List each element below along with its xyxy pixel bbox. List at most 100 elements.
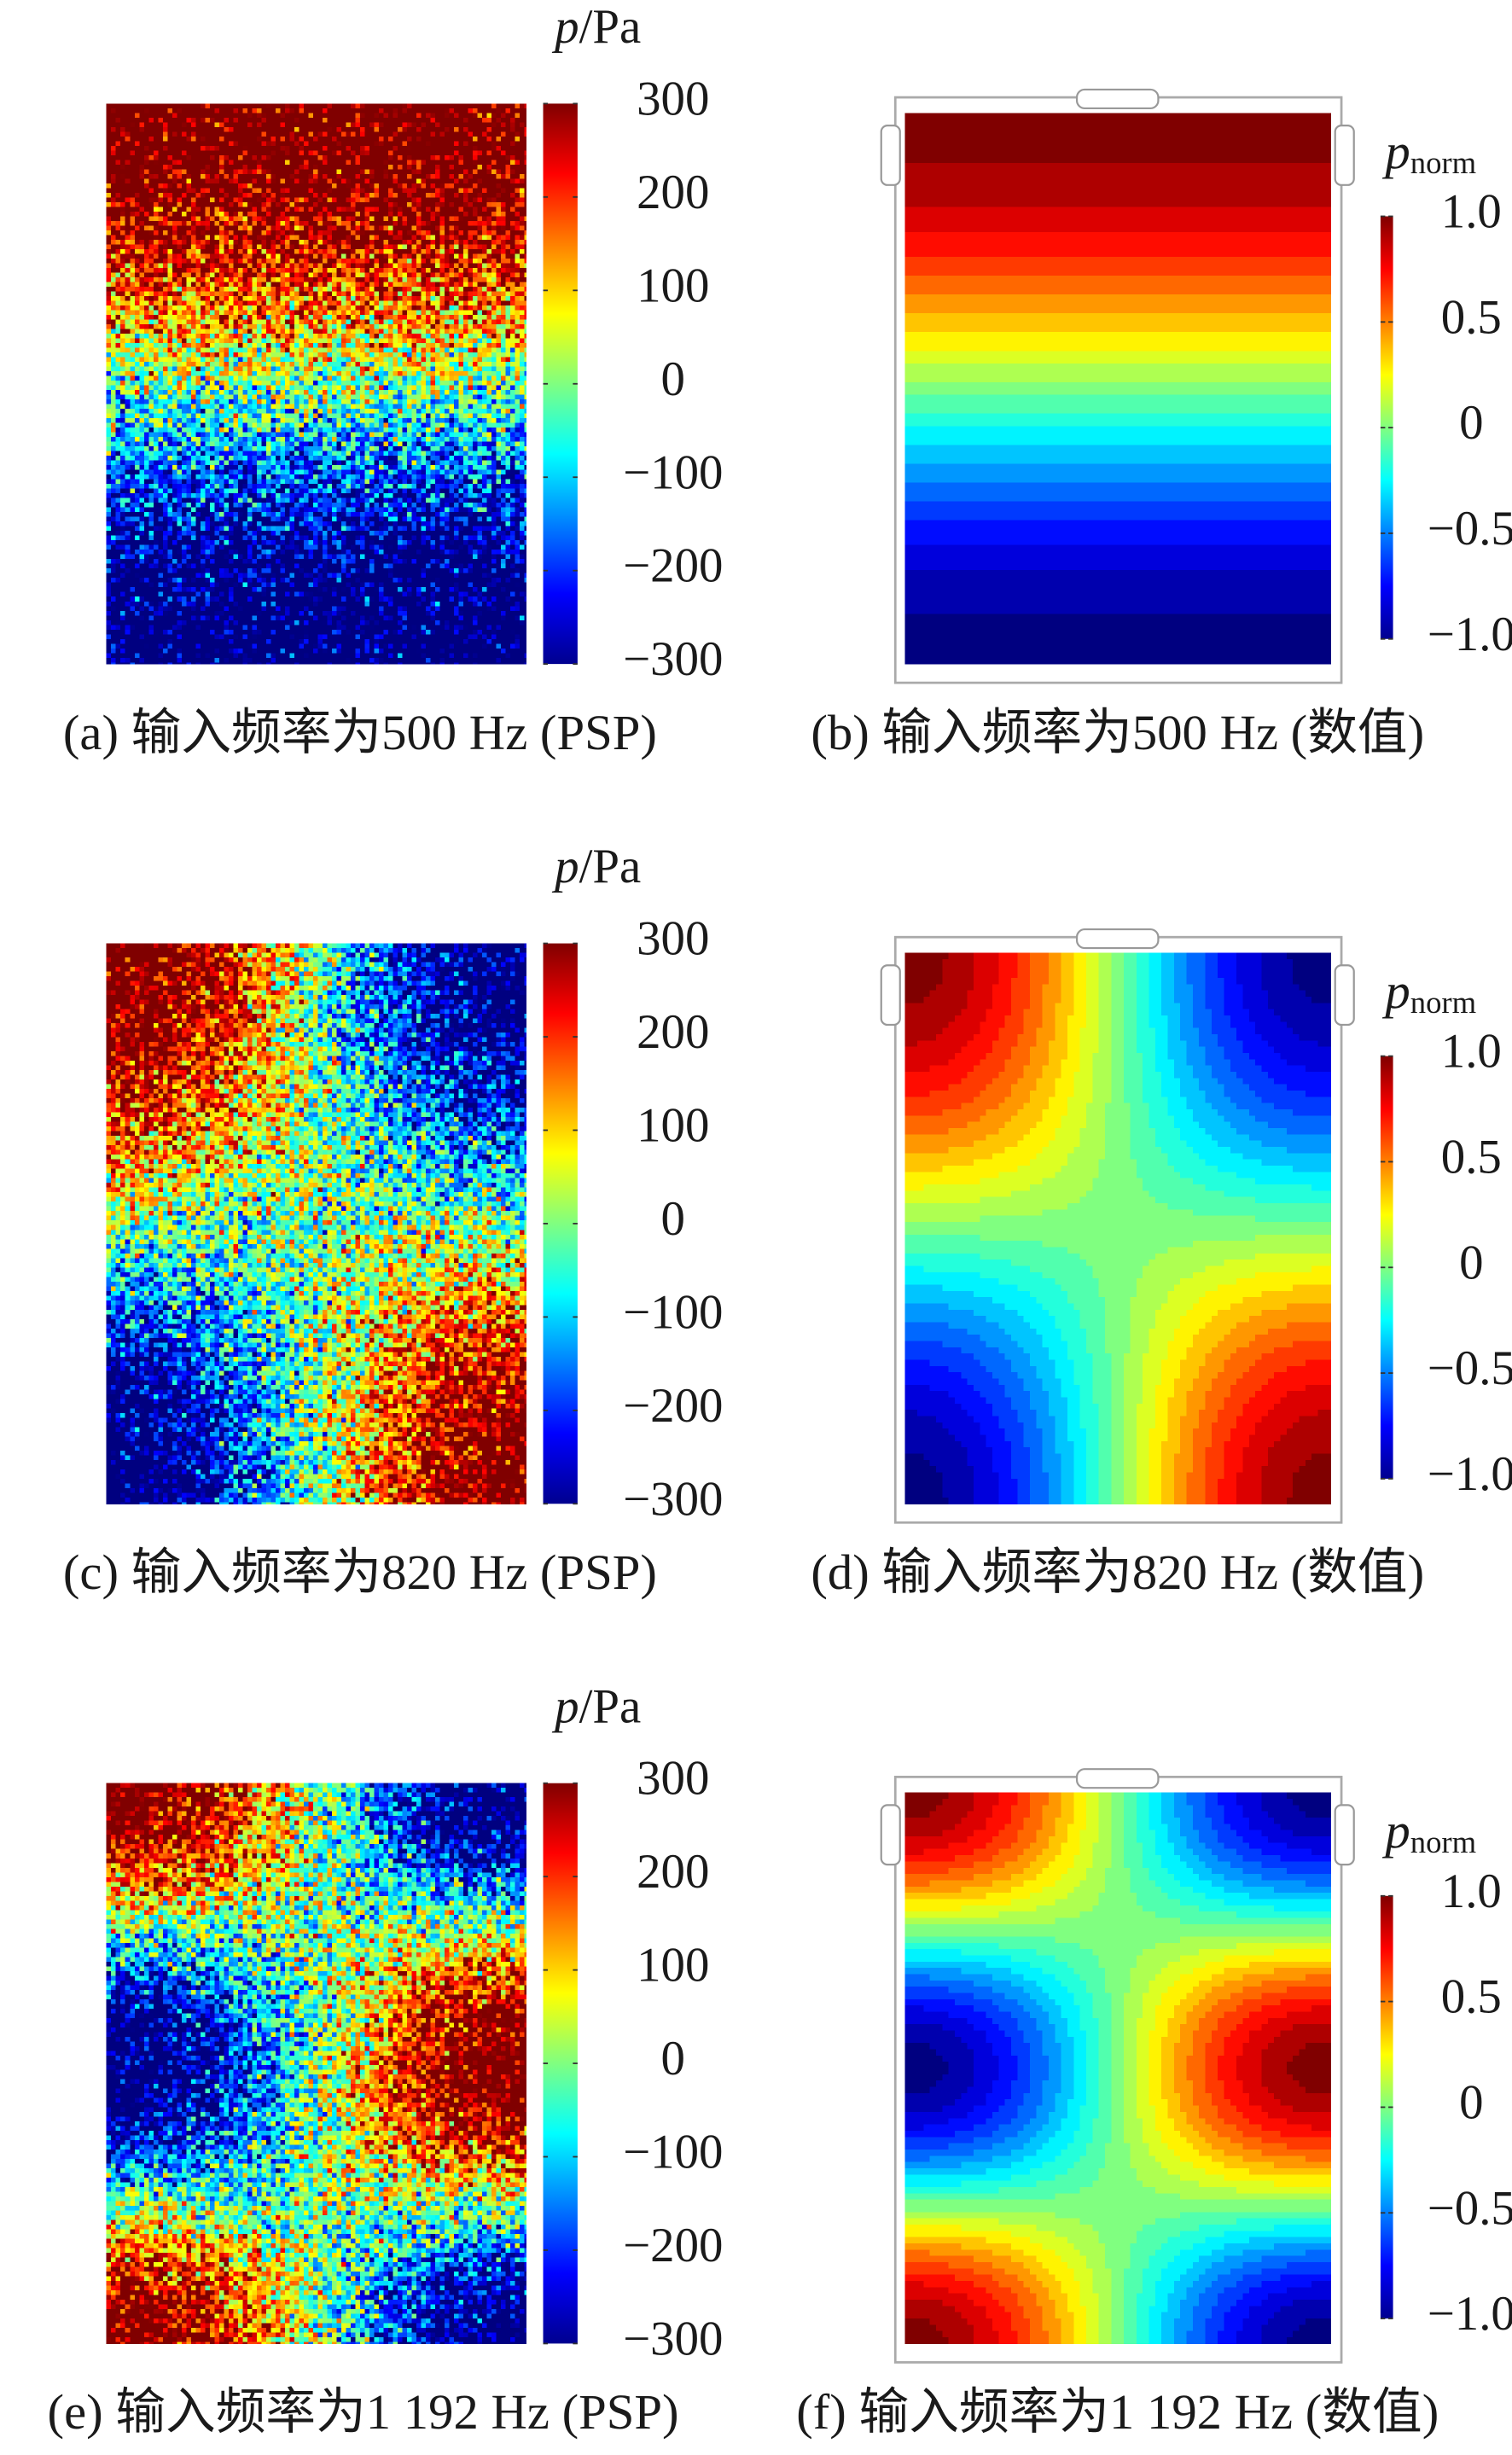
field-cell — [341, 122, 346, 127]
field-cell — [346, 137, 351, 142]
field-cell — [148, 103, 154, 108]
field-cell — [426, 103, 431, 108]
field-cell — [107, 108, 112, 113]
field-cell — [317, 127, 323, 132]
field-cell — [515, 118, 520, 123]
field-cell — [111, 141, 116, 146]
field-cell — [154, 108, 159, 113]
field-cell — [299, 118, 304, 123]
field-cell — [454, 108, 459, 113]
field-cell — [205, 131, 210, 137]
field-cell — [177, 137, 182, 142]
field-cell — [214, 137, 219, 142]
field-cell — [148, 127, 154, 132]
field-cell — [416, 127, 422, 132]
field-cell — [289, 108, 294, 113]
field-cell — [280, 127, 285, 132]
field-cell — [430, 113, 435, 118]
field-cell — [257, 131, 262, 137]
field-cell — [201, 122, 206, 127]
field-cell — [407, 103, 412, 108]
field-cell — [323, 137, 328, 142]
field-cell — [506, 113, 511, 118]
field-cell — [214, 131, 219, 137]
field-cell — [421, 118, 426, 123]
field-cell — [407, 118, 412, 123]
field-cell — [177, 118, 182, 123]
field-cell — [120, 137, 125, 142]
field-cell — [317, 108, 323, 113]
field-cell — [430, 103, 435, 108]
field-cell — [520, 118, 525, 123]
field-cell — [364, 122, 369, 127]
field-cell — [491, 137, 497, 142]
field-cell — [172, 131, 177, 137]
field-cell — [421, 127, 426, 132]
field-cell — [201, 108, 206, 113]
field-cell — [135, 122, 140, 127]
panel: 3002001000−100−200−300p/Pa(a) 输入频率为500 H… — [63, 0, 724, 760]
field-cell — [238, 113, 243, 118]
field-cell — [229, 108, 234, 113]
field-cell — [332, 127, 337, 132]
field-cell — [257, 137, 262, 142]
field-cell — [158, 122, 163, 127]
field-cell — [439, 131, 445, 137]
field-cell — [163, 127, 168, 132]
field-cell — [525, 137, 526, 142]
field-cell — [111, 127, 116, 132]
field-cell — [276, 122, 281, 127]
field-cell — [195, 137, 201, 142]
field-cell — [355, 131, 360, 137]
field-cell — [280, 103, 285, 108]
field-cell — [426, 108, 431, 113]
field-cell — [421, 137, 426, 142]
field-cell — [473, 137, 478, 142]
field-cell — [379, 108, 384, 113]
field-cell — [252, 137, 257, 142]
field-cell — [191, 118, 196, 123]
field-cell — [195, 113, 201, 118]
field-cell — [388, 113, 393, 118]
field-cell — [247, 113, 253, 118]
field-cell — [294, 118, 299, 123]
field-cell — [261, 108, 266, 113]
field-cell — [120, 108, 125, 113]
field-cell — [233, 103, 238, 108]
field-cell — [313, 137, 318, 142]
field-cell — [491, 113, 497, 118]
field-cell — [458, 122, 463, 127]
field-cell — [369, 131, 375, 137]
field-cell — [195, 103, 201, 108]
field-cell — [294, 127, 299, 132]
field-cell — [374, 127, 379, 132]
field-cell — [449, 131, 454, 137]
field-cell — [341, 137, 346, 142]
field-cell — [402, 113, 407, 118]
field-cell — [402, 137, 407, 142]
field-cell — [148, 118, 154, 123]
field-cell — [411, 118, 416, 123]
field-cell — [107, 127, 112, 132]
field-cell — [439, 118, 445, 123]
field-cell — [515, 103, 520, 108]
field-cell — [116, 118, 121, 123]
field-cell — [364, 108, 369, 113]
field-cell — [327, 108, 332, 113]
field-cell — [351, 127, 356, 132]
field-cell — [270, 127, 276, 132]
field-cell — [520, 122, 525, 127]
field-cell — [383, 103, 388, 108]
field-cell — [144, 113, 149, 118]
field-cell — [525, 122, 526, 127]
field-cell — [299, 113, 304, 118]
field-cell — [163, 131, 168, 137]
field-cell — [299, 122, 304, 127]
field-cell — [224, 131, 229, 137]
field-cell — [120, 113, 125, 118]
field-cell — [139, 103, 144, 108]
field-cell — [182, 127, 187, 132]
field-cell — [482, 103, 487, 108]
field-cell — [323, 118, 328, 123]
field-cell — [280, 108, 285, 113]
